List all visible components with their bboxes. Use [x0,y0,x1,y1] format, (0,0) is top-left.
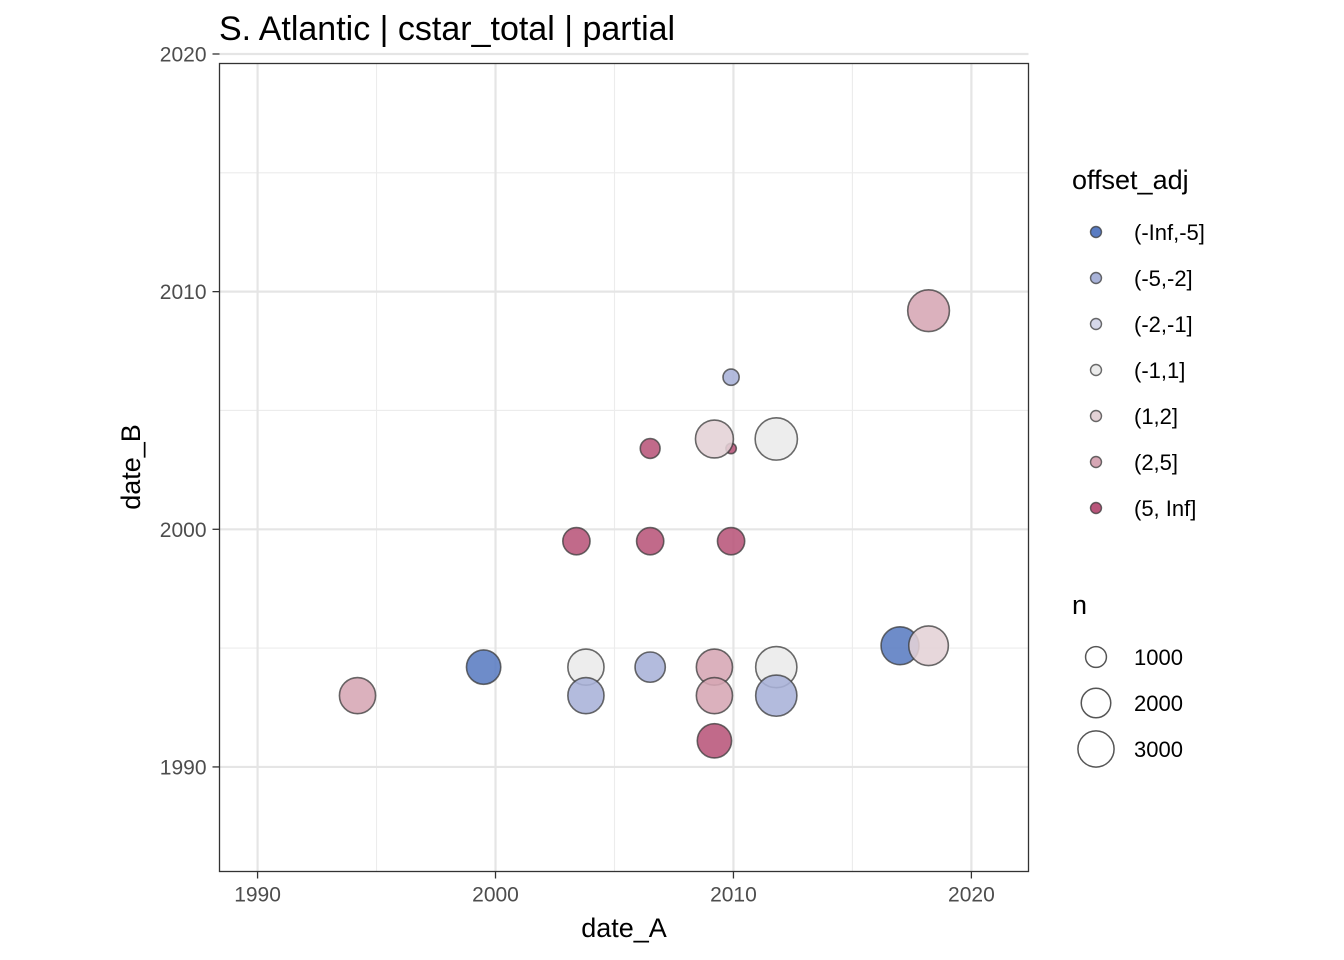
axes: 1990 2000 2010 2020 1990 2000 2010 2020 [160,43,995,906]
data-point [907,625,950,667]
color-legend-label: (5, Inf] [1134,496,1196,521]
color-legend: offset_adj (-Inf,-5] (-5,-2] (-2,-1] (-1,1]… [1072,165,1205,521]
color-legend-key [1089,501,1103,515]
data-point [695,676,734,715]
x-tick-label: 2010 [710,884,757,907]
color-legend-key [1089,317,1103,331]
data-point [754,674,798,718]
color-legend-label: (-5,-2] [1134,266,1193,291]
size-legend-label: 3000 [1134,737,1183,762]
color-legend-label: (1,2] [1134,404,1178,429]
size-legend-key [1084,645,1108,669]
color-legend-key [1089,363,1103,377]
size-legend-label: 1000 [1134,645,1183,670]
chart-title: S. Atlantic | cstar_total | partial [219,10,675,48]
data-point [338,676,377,715]
data-point [906,288,951,333]
data-point [465,649,502,686]
data-point [639,437,661,460]
size-legend-key [1080,687,1112,719]
size-legend-label: 2000 [1134,691,1183,716]
x-tick-label: 1990 [234,884,281,907]
data-point [696,722,733,759]
y-tick-label: 2000 [160,519,207,542]
color-legend-key [1089,271,1103,285]
x-tick-label: 2020 [948,884,995,907]
color-legend-key [1089,409,1103,423]
color-legend-key [1089,225,1103,239]
size-legend-title: n [1072,590,1087,620]
data-point [716,526,746,556]
y-tick-label: 2020 [160,43,207,66]
color-legend-title: offset_adj [1072,165,1189,195]
y-tick-label: 2010 [160,281,207,304]
data-point [722,368,740,387]
data-points [338,288,951,759]
x-axis-label: date_A [581,913,667,943]
data-point [694,419,735,459]
plot-panel-background [219,63,1029,872]
color-legend-label: (2,5] [1134,450,1178,475]
y-tick-label: 1990 [160,756,207,779]
data-point [754,417,799,461]
plot-panel-border [218,62,1030,873]
data-point [567,676,605,715]
size-legend-key [1077,730,1115,768]
color-legend-label: (-Inf,-5] [1134,220,1205,245]
size-legend: n 1000 2000 3000 [1072,590,1183,768]
data-point [635,526,665,556]
color-legend-label: (-1,1] [1134,358,1185,383]
color-legend-key [1089,455,1103,469]
color-legend-label: (-2,-1] [1134,312,1193,337]
data-point [562,526,591,556]
x-tick-label: 2000 [472,884,519,907]
y-axis-label: date_B [116,424,146,510]
data-point [634,651,667,684]
grid-lines [219,52,1029,872]
